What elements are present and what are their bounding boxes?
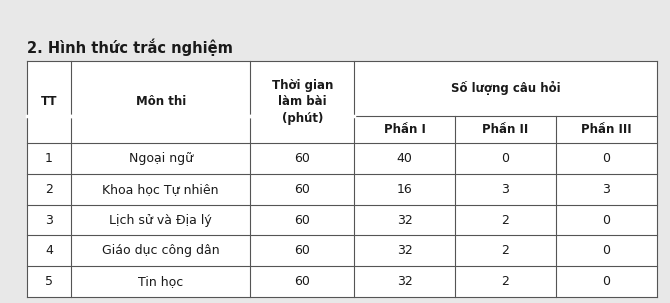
Text: 0: 0 <box>602 214 610 227</box>
Text: 0: 0 <box>602 152 610 165</box>
Text: 32: 32 <box>397 244 413 257</box>
Text: Phần III: Phần III <box>581 123 632 136</box>
Text: Lịch sử và Địa lý: Lịch sử và Địa lý <box>109 214 212 227</box>
Text: 60: 60 <box>294 214 310 227</box>
Text: 60: 60 <box>294 183 310 196</box>
Text: 5: 5 <box>45 275 53 288</box>
Text: 2: 2 <box>502 275 509 288</box>
Text: 16: 16 <box>397 183 413 196</box>
Text: 60: 60 <box>294 152 310 165</box>
Text: 2. Hình thức trắc nghiệm: 2. Hình thức trắc nghiệm <box>27 38 232 56</box>
Text: 3: 3 <box>502 183 509 196</box>
Text: 4: 4 <box>45 244 53 257</box>
Text: 2: 2 <box>502 214 509 227</box>
Text: 32: 32 <box>397 275 413 288</box>
Text: 0: 0 <box>602 244 610 257</box>
Text: Phần I: Phần I <box>384 123 425 136</box>
Text: Thời gian
làm bài
(phút): Thời gian làm bài (phút) <box>271 79 333 125</box>
Text: 3: 3 <box>602 183 610 196</box>
Text: Khoa học Tự nhiên: Khoa học Tự nhiên <box>103 183 219 196</box>
Text: 0: 0 <box>501 152 509 165</box>
Text: 2: 2 <box>45 183 53 196</box>
Bar <box>27 61 657 297</box>
Text: 60: 60 <box>294 244 310 257</box>
Text: 2: 2 <box>502 244 509 257</box>
Text: 0: 0 <box>602 275 610 288</box>
Text: Tin học: Tin học <box>138 275 184 288</box>
Text: Ngoại ngữ: Ngoại ngữ <box>129 152 193 165</box>
Text: 32: 32 <box>397 214 413 227</box>
Text: Giáo dục công dân: Giáo dục công dân <box>102 244 220 257</box>
Text: Phần II: Phần II <box>482 123 529 136</box>
Text: 40: 40 <box>397 152 413 165</box>
Text: 1: 1 <box>45 152 53 165</box>
Text: Môn thi: Môn thi <box>135 95 186 108</box>
Text: 3: 3 <box>45 214 53 227</box>
Text: 60: 60 <box>294 275 310 288</box>
Text: Số lượng câu hỏi: Số lượng câu hỏi <box>451 82 560 95</box>
Text: TT: TT <box>41 95 57 108</box>
